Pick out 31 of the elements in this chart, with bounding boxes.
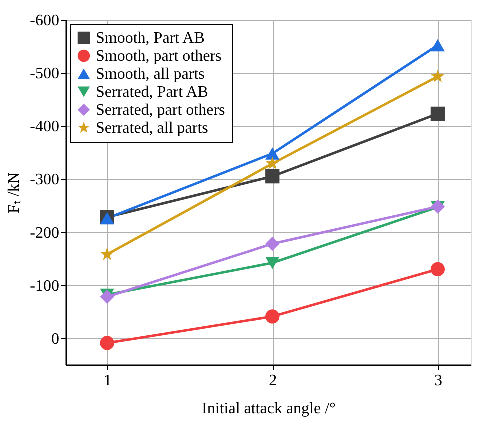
y-tick-label: 0 <box>52 330 60 348</box>
point <box>266 170 280 184</box>
point <box>430 39 446 52</box>
point <box>266 236 280 252</box>
y-axis-title: Fₜ /kN <box>6 172 24 214</box>
point <box>430 106 446 122</box>
y-tick-label: -300 <box>30 172 60 189</box>
y-tick-label: -200 <box>30 224 60 242</box>
y-tick-label: -100 <box>30 278 60 295</box>
legend-label: Smooth, part others <box>96 48 222 65</box>
legend-label: Smooth, Part AB <box>96 30 205 47</box>
legend-label: Serrated, all parts <box>96 120 208 137</box>
x-tick-label: 2 <box>269 372 278 390</box>
point <box>266 148 280 160</box>
legend-label: Serrated, Part AB <box>96 84 208 101</box>
x-tick-label: 1 <box>104 372 112 390</box>
point <box>100 336 114 350</box>
point <box>100 290 114 304</box>
point <box>266 256 280 270</box>
point <box>100 248 114 260</box>
point <box>430 262 446 277</box>
y-tick-label: -500 <box>30 66 60 83</box>
point <box>431 70 445 83</box>
y-tick-label: -600 <box>30 12 60 30</box>
y-tick-label: -400 <box>30 118 60 136</box>
x-axis-title: Initial attack angle /° <box>202 400 336 418</box>
legend-label: Serrated, part others <box>96 102 226 119</box>
legend-label: Smooth, all parts <box>96 66 205 83</box>
point <box>266 310 280 324</box>
x-tick-label: 3 <box>434 372 442 390</box>
point <box>266 156 280 170</box>
